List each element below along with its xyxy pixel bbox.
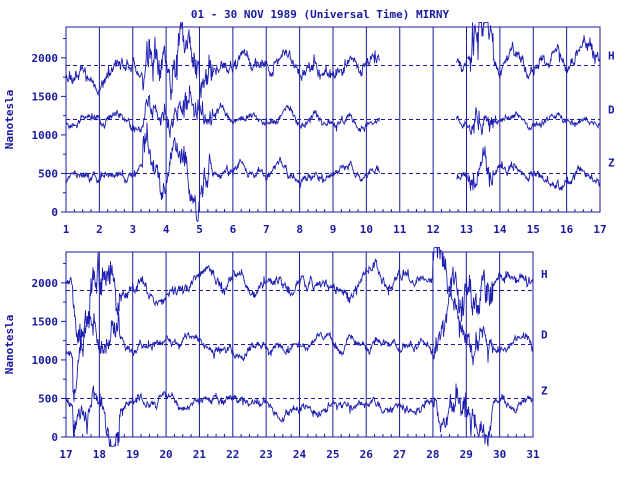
panel-2-x-tick-label: 30 [493, 448, 506, 461]
panel-2-x-tick-label: 22 [226, 448, 239, 461]
panel-2-y-axis-label: Nanotesla [3, 315, 16, 375]
panel-2-trace-d [65, 286, 534, 402]
panel-2-x-tick-label: 23 [260, 448, 273, 461]
panel-2-y-tick-label: 1000 [32, 354, 59, 367]
panel-1-x-tick-label: 15 [527, 223, 540, 236]
panel-1-series-label-d: D [608, 103, 615, 116]
panel-2-x-tick-label: 26 [360, 448, 374, 461]
panel-2-y-tick-label: 500 [38, 392, 58, 405]
panel-2-trace-z [65, 383, 534, 447]
panel-1-x-tick-label: 4 [163, 223, 170, 236]
panel-1-x-tick-label: 10 [360, 223, 373, 236]
panel-1-x-tick-label: 7 [263, 223, 270, 236]
chart-title: 01 - 30 NOV 1989 (Universal Time) MIRNY [190, 8, 450, 21]
panel-2-x-tick-label: 29 [460, 448, 473, 461]
panel-1-y-tick-label: 1000 [32, 129, 59, 142]
panel-1-y-axis-label: Nanotesla [3, 90, 16, 150]
panel-1-x-tick-label: 5 [196, 223, 203, 236]
panel-1-y-tick-label: 500 [38, 167, 58, 180]
panel-2-y-tick-label: 2000 [32, 277, 59, 290]
panel-2-x-tick-label: 25 [326, 448, 339, 461]
panel-2-trace-h [65, 246, 534, 357]
panel-1-x-tick-label: 8 [296, 223, 303, 236]
panel-1-x-tick-label: 9 [330, 223, 337, 236]
panel-1-x-tick-label: 12 [427, 223, 440, 236]
panel-2-x-tick-label: 19 [126, 448, 139, 461]
panel-2-y-tick-label: 0 [51, 431, 58, 444]
panel-1-x-tick-label: 11 [393, 223, 407, 236]
panel-1-y-tick-label: 2000 [32, 52, 59, 65]
panel-2-y-tick-label: 1500 [32, 315, 59, 328]
panel-1-y-tick-label: 0 [51, 206, 58, 219]
panel-2-x-tick-label: 21 [193, 448, 207, 461]
panel-1-x-tick-label: 17 [593, 223, 606, 236]
panel-1-x-tick-label: 3 [129, 223, 136, 236]
panel-2-x-tick-label: 17 [59, 448, 72, 461]
panel-1-trace-d [65, 85, 601, 138]
panel-1-x-tick-label: 6 [230, 223, 237, 236]
panel-2-x-tick-label: 24 [293, 448, 307, 461]
panel-2-series-label-z: Z [541, 385, 548, 398]
panel-2-series-label-d: D [541, 328, 548, 341]
panel-1-x-tick-label: 16 [560, 223, 574, 236]
panel-1-x-tick-label: 13 [460, 223, 473, 236]
panel-1-x-tick-label: 1 [63, 223, 70, 236]
panel-2-x-tick-label: 18 [93, 448, 106, 461]
panel-2-x-tick-label: 27 [393, 448, 406, 461]
panel-2-x-tick-label: 20 [159, 448, 172, 461]
panel-2-x-tick-label: 28 [426, 448, 439, 461]
panel-1-series-label-h: H [608, 49, 615, 62]
panel-1-trace-h [65, 21, 601, 101]
panel-1-y-tick-label: 1500 [32, 90, 59, 103]
panel-1-trace-z [65, 122, 601, 222]
panel-1-series-label-z: Z [608, 157, 615, 170]
panel-2-series-label-h: H [541, 268, 548, 281]
panel-2-x-tick-label: 31 [526, 448, 540, 461]
panel-1-x-tick-label: 2 [96, 223, 103, 236]
panel-1-x-tick-label: 14 [493, 223, 507, 236]
